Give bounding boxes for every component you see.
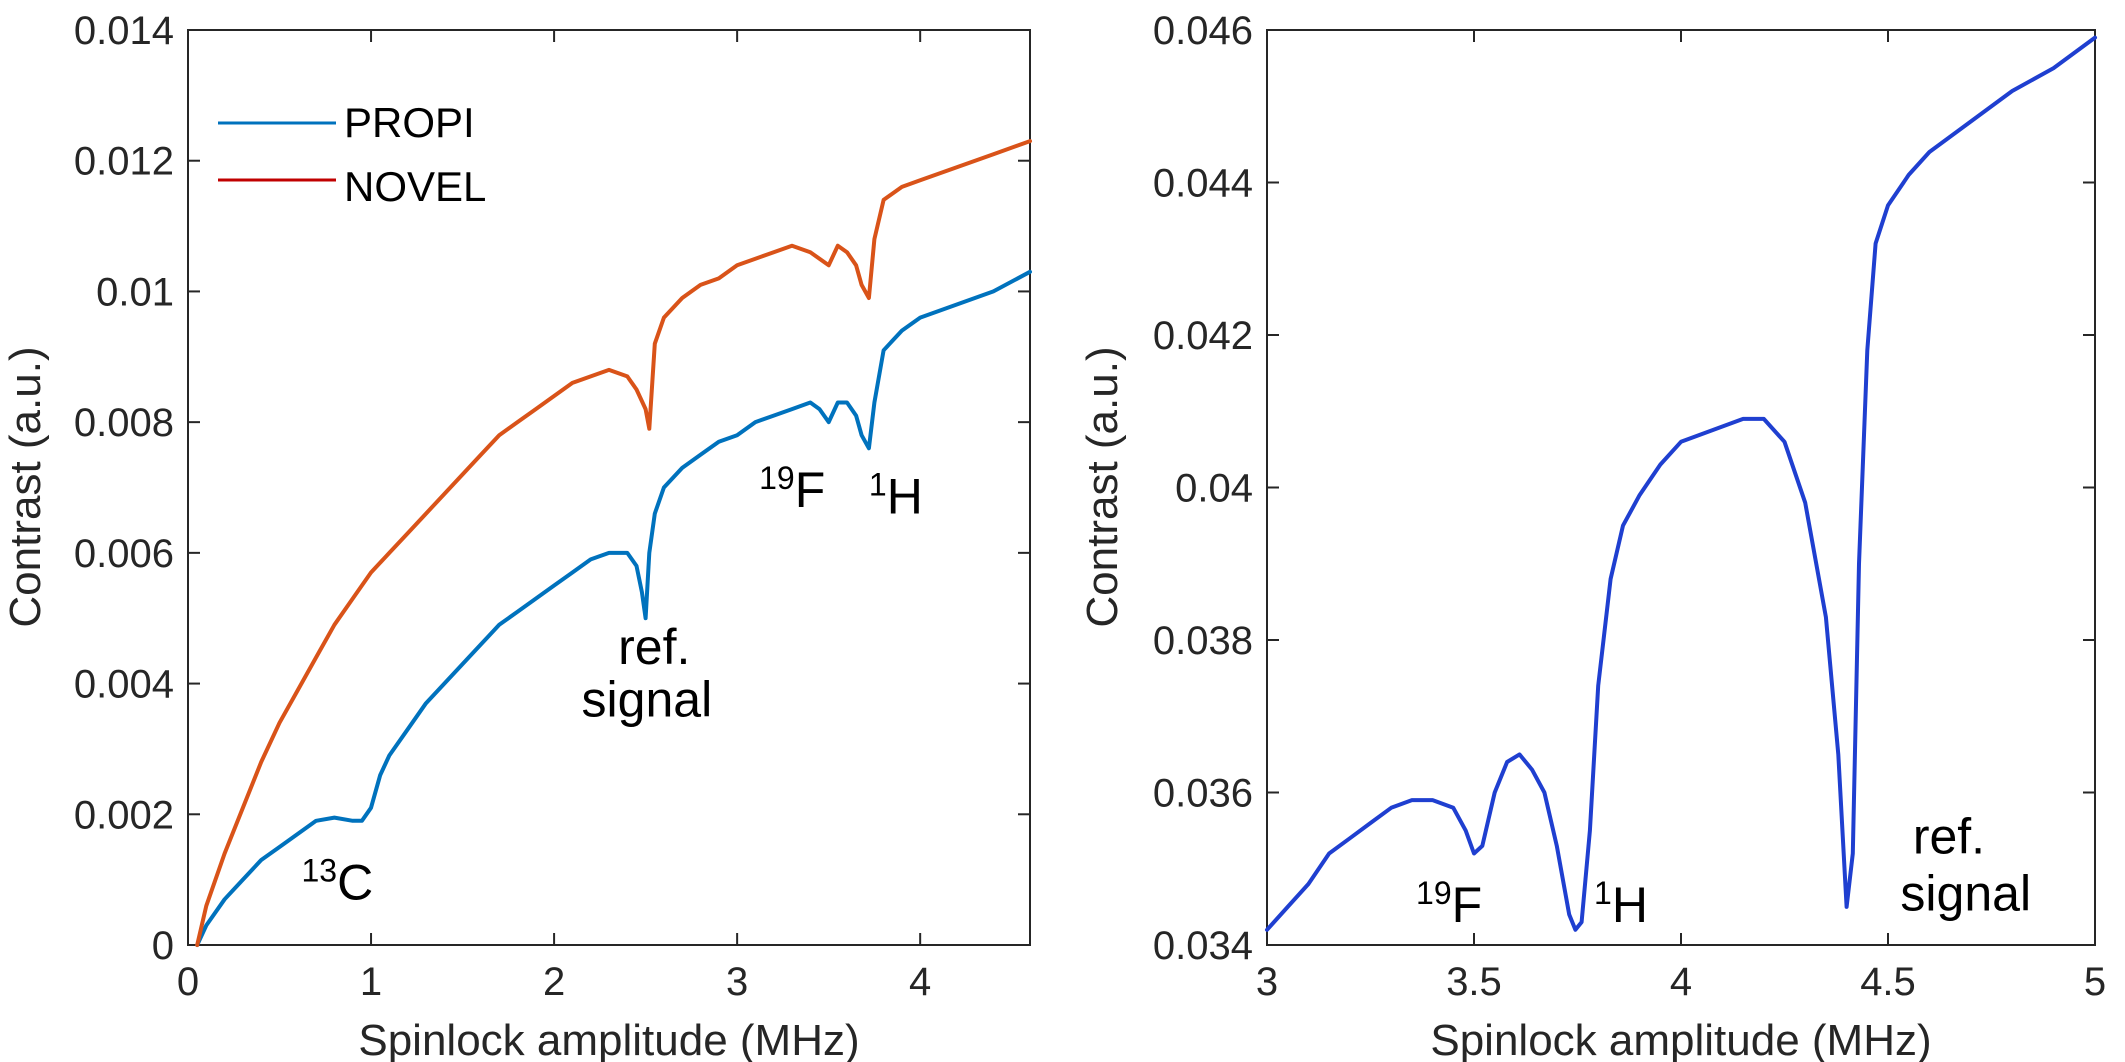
annotation: 19F — [1416, 875, 1482, 933]
legend-label-propi: PROPI — [344, 99, 475, 146]
chart-right-ticks: 3 3.5 4 4.5 5 0.034 0.036 0.038 0.04 0.042 0.044 0.… — [1153, 9, 2106, 1004]
annotation-superscript: 19 — [759, 460, 795, 496]
annotation: 19F — [759, 460, 825, 518]
y-tick-label: 0.002 — [74, 793, 174, 837]
series-line-propi — [195, 269, 1032, 947]
chart-left-ticks: 0 1 2 3 4 0 0.002 0.004 0.006 0.008 0.01 0.012 0.014 — [74, 9, 1030, 1004]
chart-left: 0 1 2 3 4 0 0.002 0.004 0.006 0.008 0.01 0.012 0.014… — [1, 9, 1032, 1062]
x-tick-label: 3 — [726, 960, 748, 1004]
annotation-superscript: 1 — [1594, 875, 1612, 911]
y-tick-label: 0.01 — [96, 270, 174, 314]
y-tick-label: 0.004 — [74, 663, 174, 707]
y-tick-label: 0.008 — [74, 401, 174, 445]
annotation-superscript: 1 — [869, 467, 887, 503]
series-line-novel — [195, 139, 1032, 947]
x-tick-label: 1 — [360, 960, 382, 1004]
y-tick-label: 0.036 — [1153, 772, 1253, 816]
annotation: 13C — [301, 852, 373, 910]
chart-right-xlabel: Spinlock amplitude (MHz) — [1430, 1016, 1931, 1062]
annotation-symbol: C — [337, 854, 373, 910]
legend-label-novel: NOVEL — [344, 163, 486, 210]
chart-right-series — [1265, 35, 2097, 932]
x-tick-label: 4.5 — [1860, 960, 1916, 1004]
x-tick-label: 3 — [1256, 960, 1278, 1004]
chart-right-ylabel: Contrast (a.u.) — [1078, 346, 1127, 627]
y-tick-label: 0.014 — [74, 9, 174, 53]
y-tick-label: 0.038 — [1153, 619, 1253, 663]
y-tick-label: 0.04 — [1175, 467, 1253, 511]
chart-left-xlabel: Spinlock amplitude (MHz) — [358, 1016, 859, 1062]
chart-left-series — [195, 139, 1032, 947]
x-tick-label: 2 — [543, 960, 565, 1004]
annotation-superscript: 19 — [1416, 875, 1452, 911]
annotation: signal — [1900, 866, 2031, 922]
x-tick-label: 0 — [177, 960, 199, 1004]
legend: PROPI NOVEL — [218, 99, 486, 210]
annotation: ref. — [1913, 809, 1985, 865]
x-tick-label: 4 — [909, 960, 931, 1004]
annotation-symbol: F — [1452, 877, 1483, 933]
annotation: ref. — [618, 619, 690, 675]
chart-left-ylabel: Contrast (a.u.) — [1, 346, 50, 627]
y-tick-label: 0.034 — [1153, 924, 1253, 968]
x-tick-label: 3.5 — [1446, 960, 1502, 1004]
y-tick-label: 0.012 — [74, 140, 174, 184]
y-tick-label: 0.046 — [1153, 9, 1253, 53]
x-tick-label: 4 — [1670, 960, 1692, 1004]
annotation-symbol: F — [795, 462, 826, 518]
annotation: 1H — [1594, 875, 1648, 933]
annotation-symbol: H — [1612, 877, 1648, 933]
annotation: signal — [582, 671, 713, 727]
y-tick-label: 0.006 — [74, 532, 174, 576]
annotation-symbol: H — [887, 469, 923, 525]
annotation: 1H — [869, 467, 923, 525]
y-tick-label: 0.044 — [1153, 162, 1253, 206]
annotation-superscript: 13 — [301, 852, 337, 888]
chart-left-frame — [187, 29, 1031, 946]
y-tick-label: 0.042 — [1153, 314, 1253, 358]
y-tick-label: 0 — [152, 924, 174, 968]
series-line-contrast — [1265, 35, 2097, 932]
chart-right: 3 3.5 4 4.5 5 0.034 0.036 0.038 0.04 0.042 0.044 0.… — [1078, 9, 2106, 1062]
x-tick-label: 5 — [2084, 960, 2106, 1004]
